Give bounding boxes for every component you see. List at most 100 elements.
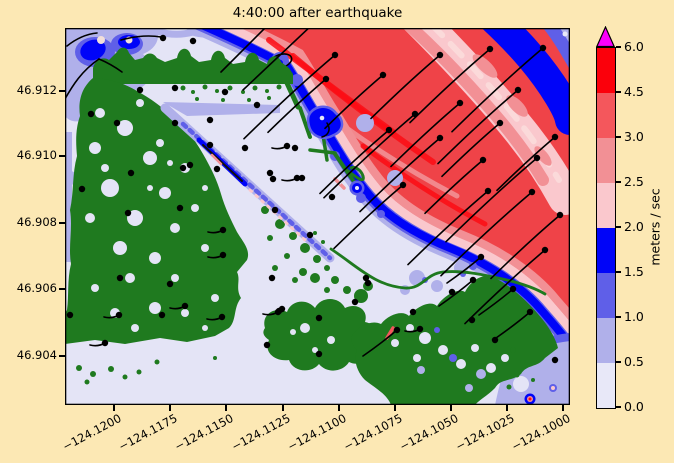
observation-dot [159, 34, 167, 42]
y-tick-mark [59, 355, 65, 357]
colorbar-tick-mark [616, 181, 621, 183]
plot-title: 4:40:00 after earthquake [232, 5, 403, 21]
x-tick-label: −124.1100 [285, 411, 349, 454]
observation-dot [436, 134, 444, 142]
observation-dot [539, 44, 547, 52]
colorbar-segment [597, 48, 615, 93]
observation-dot [385, 126, 393, 134]
x-tick-mark [113, 405, 115, 411]
colorbar-tick-label: 0.0 [624, 398, 644, 414]
plot-frame [65, 28, 570, 405]
observation-dot [528, 188, 536, 196]
streamline [445, 157, 538, 243]
map-plot [65, 28, 570, 405]
streamline [319, 129, 390, 195]
observation-dot [269, 175, 277, 183]
streamline [464, 249, 546, 325]
observation-dot [379, 71, 387, 79]
colorbar-segment [597, 273, 615, 318]
x-tick-mark [169, 405, 171, 411]
observation-dot [219, 226, 227, 234]
observation-dot [158, 311, 166, 319]
observation-dot [479, 156, 487, 164]
x-tick-mark [450, 405, 452, 411]
land-west-mottle [85, 99, 219, 332]
x-tick-label: −124.1050 [397, 411, 461, 454]
streamline [333, 184, 404, 250]
observation-dot [179, 164, 187, 172]
y-tick-label: 46.908 [16, 215, 57, 229]
colorbar-tick-mark [616, 316, 621, 318]
observation-dot [409, 308, 417, 316]
observation-dot [218, 313, 226, 321]
observation-dot [556, 211, 564, 219]
observation-dot [469, 276, 477, 284]
observation-dot [328, 193, 336, 201]
streamline [242, 28, 310, 91]
y-tick-label: 46.910 [16, 148, 57, 162]
streamline [490, 214, 561, 280]
observation-dot [364, 279, 372, 287]
observation-dot [526, 308, 534, 316]
marina-eddy [306, 105, 365, 196]
observation-dot [533, 154, 541, 162]
observation-dot [116, 274, 124, 282]
left-fringe [65, 132, 72, 262]
small-jet [385, 326, 395, 340]
x-tick-label: −124.1000 [509, 411, 573, 454]
x-tick-mark [225, 405, 227, 411]
x-tick-label: −124.1125 [229, 411, 293, 454]
streamline [243, 54, 336, 140]
streamline [66, 32, 98, 47]
observation-dot [186, 161, 194, 169]
y-tick-label: 46.906 [16, 281, 57, 295]
x-tick-mark [562, 405, 564, 411]
y-tick-label: 46.912 [16, 83, 57, 97]
streamline [65, 58, 100, 101]
observation-dot [298, 174, 306, 182]
colorbar-over-triangle [595, 26, 615, 47]
observation-dot [241, 144, 249, 152]
observation-dot [283, 142, 291, 150]
observation-dot [315, 350, 323, 358]
observation-dot [136, 86, 144, 94]
scattered-islets [76, 347, 535, 390]
y-tick-mark [59, 288, 65, 290]
streamline [407, 190, 489, 266]
observation-dot [78, 185, 86, 193]
observation-dot [351, 298, 359, 306]
observation-dot [171, 84, 179, 92]
colorbar-tick-label: 2.0 [624, 218, 644, 234]
colorbar-tick-mark [616, 406, 621, 408]
observation-dot [306, 231, 314, 239]
observation-dot [514, 86, 522, 94]
observation-dot [291, 144, 299, 152]
streamline [437, 89, 519, 165]
observation-dot [362, 274, 370, 282]
observation-dot [411, 110, 419, 118]
y-tick-mark [59, 222, 65, 224]
observation-dot [219, 251, 227, 259]
colorbar-tick-label: 2.5 [624, 173, 644, 189]
observation-dot [266, 169, 274, 177]
observation-dot [496, 119, 504, 127]
colorbar-segment [597, 228, 615, 273]
observation-dot [66, 311, 74, 319]
colorbar-tick-label: 1.5 [624, 263, 644, 279]
observation-dot [509, 285, 517, 293]
observation-dot [221, 88, 229, 96]
colorbar-segment [597, 363, 615, 408]
observation-dot [456, 99, 464, 107]
observation-dot [181, 302, 189, 310]
streamline [390, 102, 461, 168]
observation-dot [477, 253, 485, 261]
observation-dot [331, 51, 339, 59]
observation-dot [206, 141, 214, 149]
observation-dot [393, 326, 401, 334]
streamline [324, 74, 384, 130]
streamline [441, 122, 501, 178]
x-tick-mark [506, 405, 508, 411]
observation-dot [541, 246, 549, 254]
observation-dot [189, 37, 197, 45]
x-tick-label: −124.1200 [60, 411, 124, 454]
